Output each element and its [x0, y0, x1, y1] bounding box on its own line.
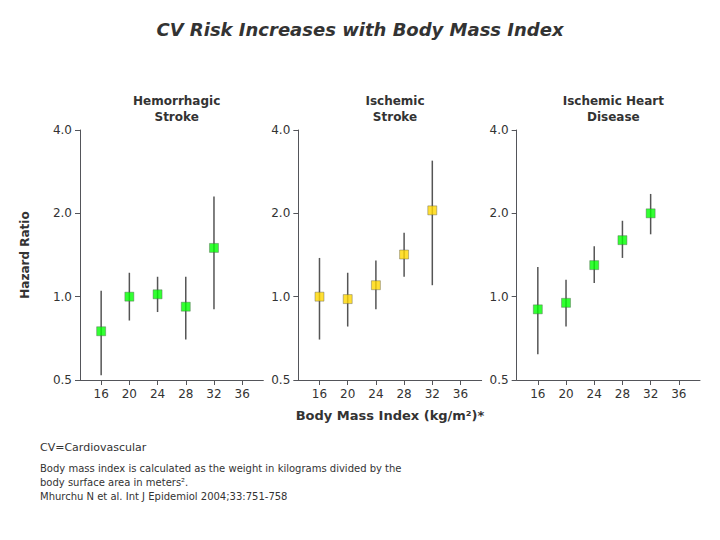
- svg-text:body surface area in meters².: body surface area in meters².: [40, 477, 188, 488]
- svg-text:Disease: Disease: [587, 110, 640, 124]
- svg-text:4.0: 4.0: [490, 123, 509, 137]
- svg-text:16: 16: [530, 387, 545, 401]
- svg-text:Hemorrhagic: Hemorrhagic: [133, 94, 220, 108]
- svg-text:20: 20: [122, 387, 137, 401]
- svg-text:36: 36: [235, 387, 250, 401]
- svg-text:2.0: 2.0: [271, 206, 290, 220]
- svg-text:24: 24: [368, 387, 383, 401]
- svg-text:2.0: 2.0: [490, 206, 509, 220]
- svg-text:24: 24: [587, 387, 602, 401]
- svg-text:CV=Cardiovascular: CV=Cardiovascular: [40, 441, 147, 454]
- svg-text:1.0: 1.0: [271, 290, 290, 304]
- svg-text:0.5: 0.5: [490, 373, 509, 387]
- svg-text:Ischemic Heart: Ischemic Heart: [563, 94, 665, 108]
- svg-text:4.0: 4.0: [53, 123, 72, 137]
- svg-text:28: 28: [178, 387, 193, 401]
- svg-text:1.0: 1.0: [53, 290, 72, 304]
- svg-text:2.0: 2.0: [53, 206, 72, 220]
- svg-text:CV Risk Increases with Body Ma: CV Risk Increases with Body Mass Index: [156, 19, 565, 40]
- svg-text:32: 32: [425, 387, 440, 401]
- svg-text:Hazard Ratio: Hazard Ratio: [18, 211, 32, 298]
- svg-text:28: 28: [396, 387, 411, 401]
- svg-text:36: 36: [453, 387, 468, 401]
- svg-text:Body Mass Index (kg/m²)*: Body Mass Index (kg/m²)*: [296, 408, 485, 423]
- svg-text:24: 24: [150, 387, 165, 401]
- svg-text:Ischemic: Ischemic: [365, 94, 424, 108]
- svg-text:28: 28: [615, 387, 630, 401]
- svg-text:Stroke: Stroke: [154, 110, 198, 124]
- svg-text:0.5: 0.5: [271, 373, 290, 387]
- svg-text:20: 20: [340, 387, 355, 401]
- svg-text:Body mass index is calculated: Body mass index is calculated as the wei…: [40, 463, 402, 474]
- svg-text:16: 16: [312, 387, 327, 401]
- svg-text:36: 36: [671, 387, 686, 401]
- svg-text:4.0: 4.0: [271, 123, 290, 137]
- svg-text:Mhurchu N et al. Int J Epidemi: Mhurchu N et al. Int J Epidemiol 2004;33…: [40, 491, 287, 502]
- svg-text:32: 32: [206, 387, 221, 401]
- svg-text:0.5: 0.5: [53, 373, 72, 387]
- svg-text:32: 32: [643, 387, 658, 401]
- svg-text:16: 16: [94, 387, 109, 401]
- svg-text:1.0: 1.0: [490, 290, 509, 304]
- svg-text:20: 20: [558, 387, 573, 401]
- svg-text:Stroke: Stroke: [373, 110, 417, 124]
